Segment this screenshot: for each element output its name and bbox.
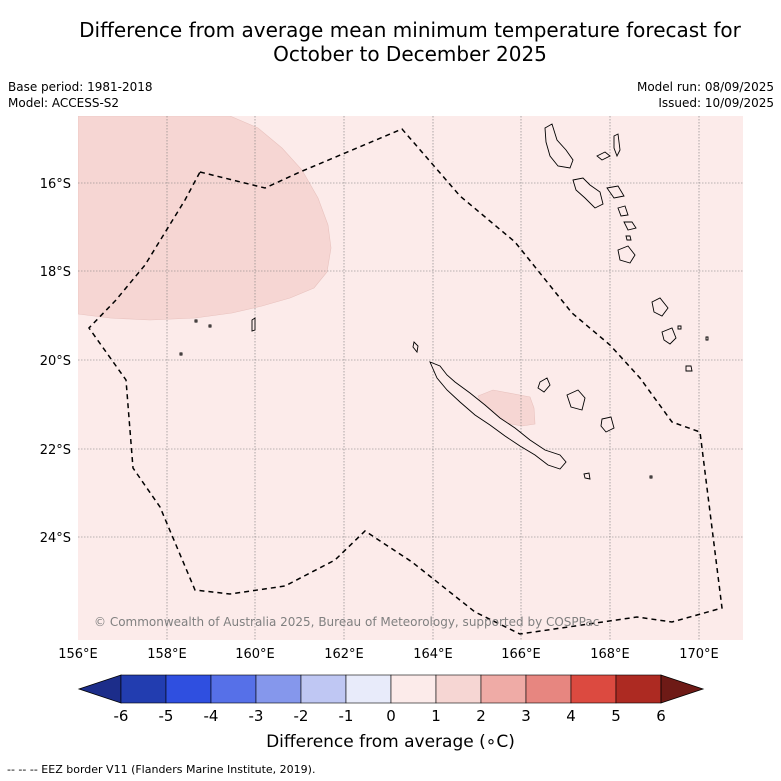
copyright-notice: © Commonwealth of Australia 2025, Bureau… [94,615,599,629]
loyalty-island-ouvea [537,377,551,393]
title-line-1: Difference from average mean minimum tem… [79,18,741,42]
colorbar-bin [255,674,302,704]
vanuatu-efate [623,221,637,231]
meta-left: Base period: 1981-2018 Model: ACCESS-S2 [8,79,153,111]
colorbar-tick-label: 5 [611,707,621,725]
title-line-2: October to December 2025 [273,42,547,66]
chart-title: Difference from average mean minimum tem… [40,18,780,66]
graticule [78,116,743,640]
colorbar-bin [390,674,437,704]
base-period-text: Base period: 1981-2018 [8,80,153,94]
island-small-west-3 [179,352,183,356]
vanuatu-ambae [596,151,611,161]
lat-label-24s: 24°S [40,531,71,546]
lon-label-162e: 162°E [324,647,364,662]
colorbar-bin [300,674,347,704]
lat-label-20s: 20°S [40,354,71,369]
colorbar-ticks: -6 -5 -4 -3 -2 -1 0 1 2 3 4 5 6 [114,707,666,725]
colorbar-tick-label: -3 [249,707,264,725]
colorbar-bin [345,674,392,704]
vanuatu-epi [617,205,629,217]
colorbar-tick-label: 0 [386,707,396,725]
latitude-labels: 16°S 18°S 20°S 22°S 24°S [40,177,71,546]
colorbar-extend-high [660,674,705,704]
colorbar-tick-label: -6 [114,707,129,725]
model-run-text: Model run: 08/09/2025 [636,80,774,94]
lon-label-158e: 158°E [147,647,187,662]
lon-label-166e: 166°E [501,647,541,662]
island-walpole [583,472,591,480]
lat-label-16s: 16°S [40,177,71,192]
colorbar-bin [435,674,482,704]
island-east-5 [705,336,709,341]
colorbar-tick-label: 6 [656,707,666,725]
colorbar-bin [210,674,257,704]
anomaly-patch-northwest [78,116,332,321]
loyalty-island-mare [600,416,615,433]
island-east-2 [661,327,677,345]
colorbar-tick-label: -1 [339,707,354,725]
island-east-3 [685,365,693,372]
colorbar-bin [165,674,212,704]
eez-footnote: -- -- -- EEZ border V11 (Flanders Marine… [7,763,316,776]
lon-label-164e: 164°E [413,647,453,662]
island-rennell [251,317,256,332]
lat-label-18s: 18°S [40,265,71,280]
colorbar-tick-label: 3 [521,707,531,725]
lat-label-22s: 22°S [40,443,71,458]
island-belep [412,341,419,354]
colorbar-extend-low [77,674,122,704]
island-small-west-2 [208,324,212,328]
new-caledonia-island [429,361,567,470]
vanuatu-espiritu-santo [544,123,574,169]
meta-right: Model run: 08/09/2025 Issued: 10/09/2025 [637,79,774,111]
issued-text: Issued: 10/09/2025 [658,96,774,110]
vanuatu-malekula [572,177,604,209]
lon-label-170e: 170°E [679,647,719,662]
eez-border [88,128,723,635]
colorbar [77,674,705,704]
colorbar-tick-label: -4 [204,707,219,725]
colorbar-bin [480,674,527,704]
island-small-west-1 [194,319,198,323]
lon-label-156e: 156°E [58,647,98,662]
lon-label-160e: 160°E [235,647,275,662]
colorbar-bin [525,674,572,704]
colorbar-bin [120,674,167,704]
colorbar-label: Difference from average (∘C) [266,732,515,752]
vanuatu-pentecost [606,185,625,199]
colorbar-tick-label: 2 [476,707,486,725]
model-text: Model: ACCESS-S2 [8,96,120,110]
island-east-1 [651,297,669,317]
vanuatu-erromango [617,245,636,264]
island-east-4 [677,325,682,330]
vanuatu-maewo [613,133,621,158]
colorbar-tick-label: 4 [566,707,576,725]
colorbar-bin [615,674,662,704]
colorbar-tick-label: -2 [294,707,309,725]
vanuatu-shepherd [625,235,632,241]
loyalty-island-lifou [566,389,586,411]
longitude-labels: 156°E 158°E 160°E 162°E 164°E 166°E 168°… [58,647,719,662]
colorbar-tick-label: 1 [431,707,441,725]
colorbar-tick-label: -5 [159,707,174,725]
colorbar-bin [570,674,617,704]
lon-label-168e: 168°E [590,647,630,662]
island-small-east [649,475,653,479]
